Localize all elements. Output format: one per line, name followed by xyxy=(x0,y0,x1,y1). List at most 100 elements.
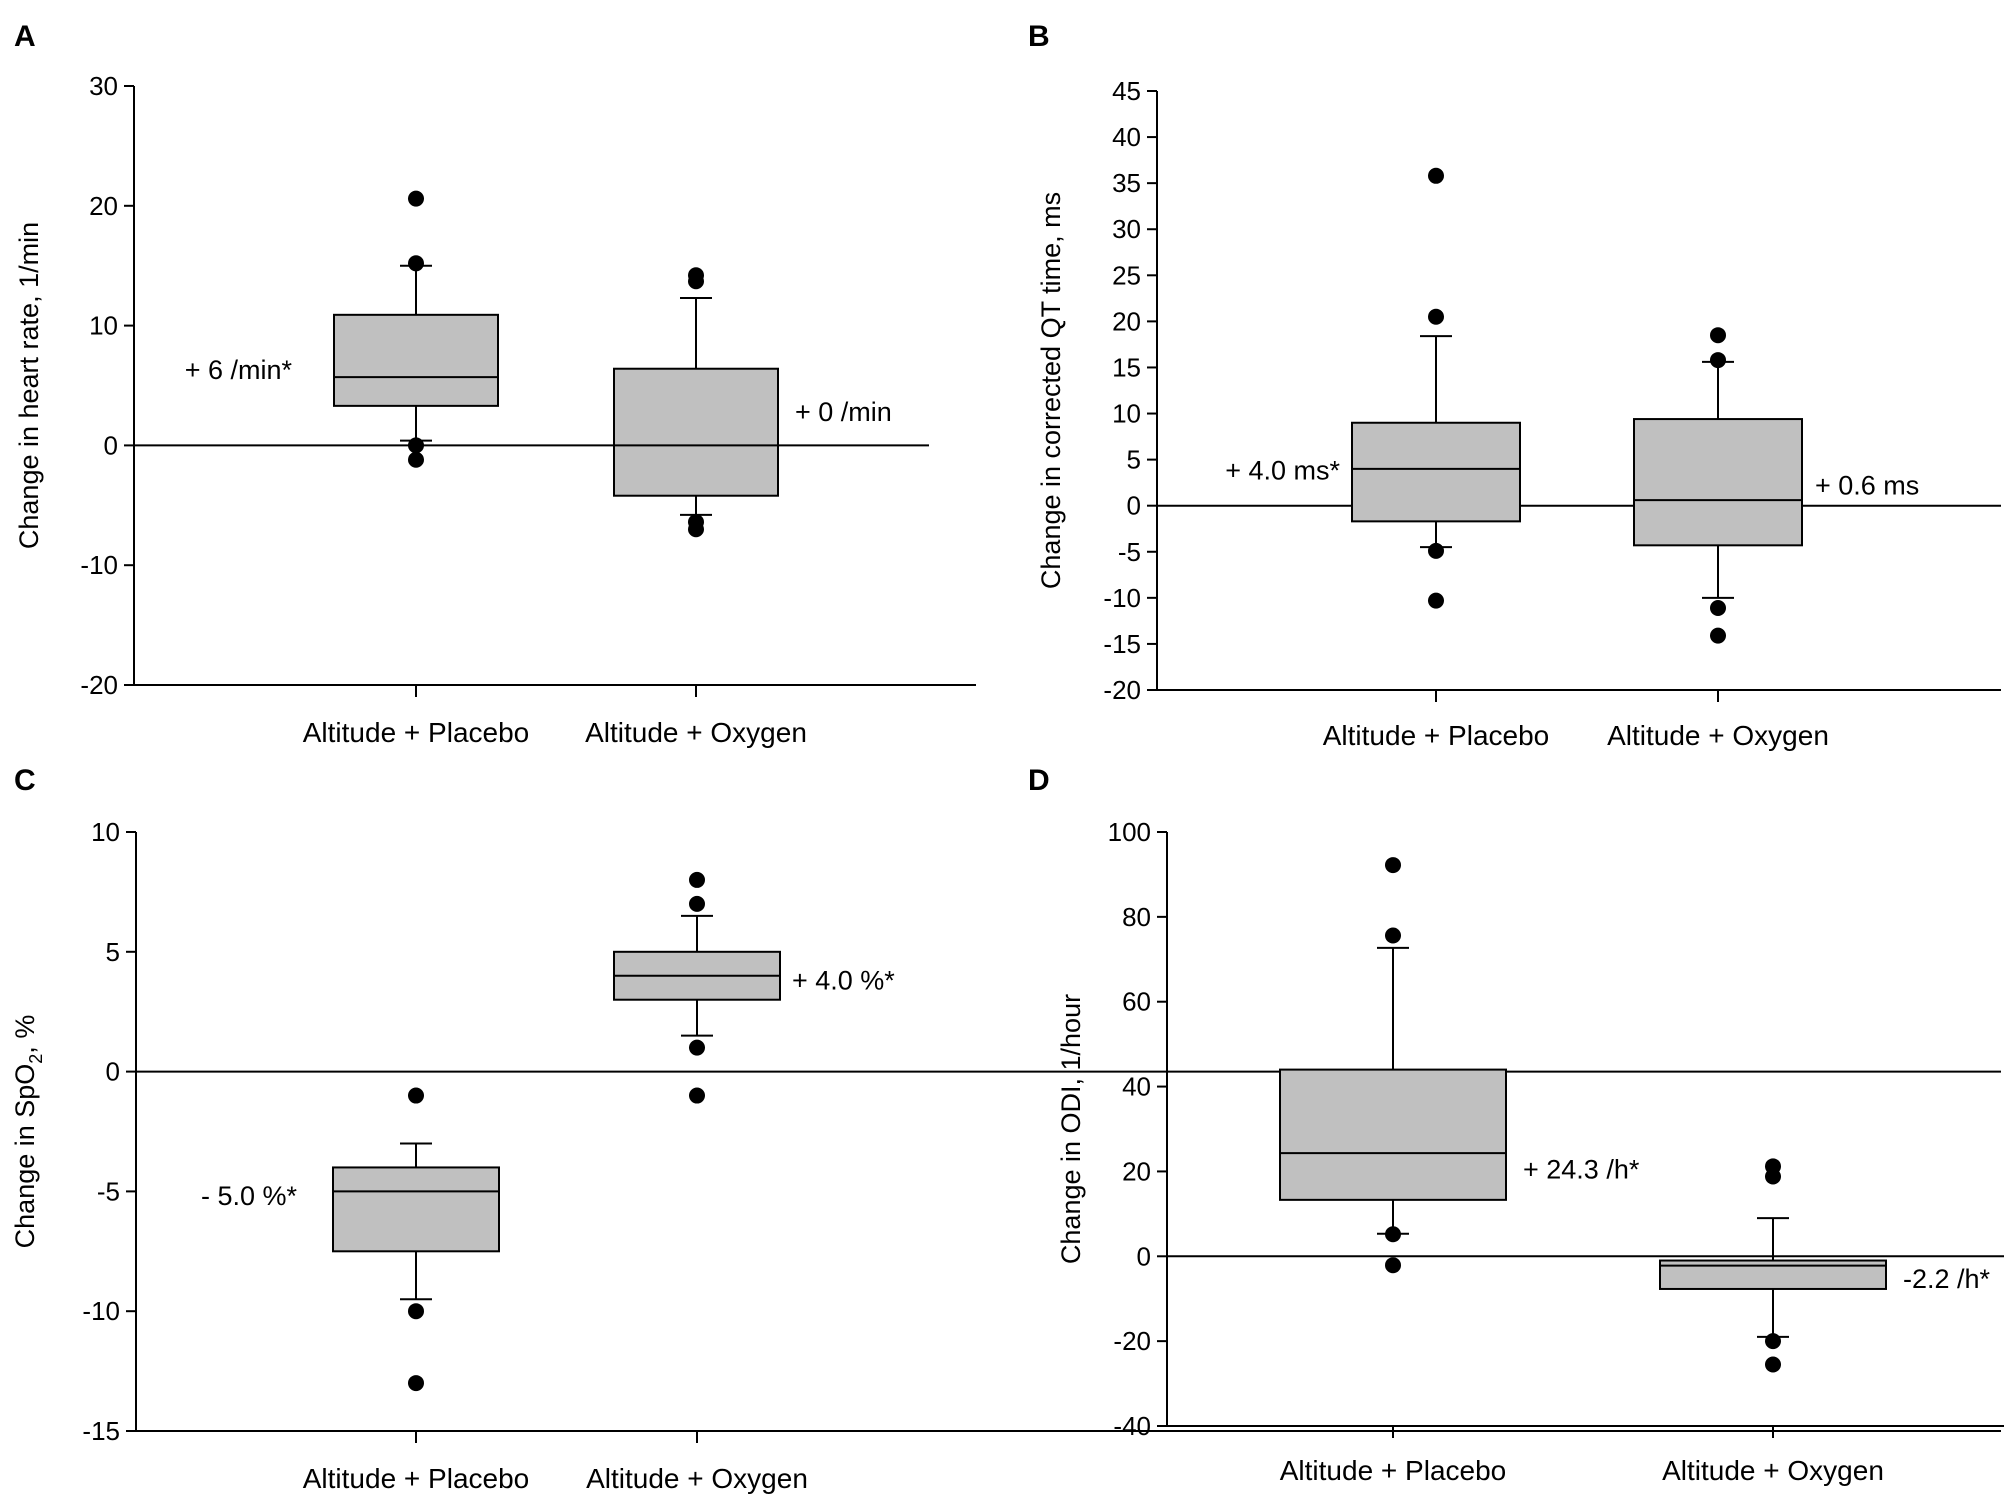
outlier-point xyxy=(1710,599,1726,616)
outlier-point xyxy=(1765,1168,1781,1185)
box-placebo: Altitude + Placebo + 4.0 ms* xyxy=(1225,167,1550,751)
y-tick-label: 40 xyxy=(1122,1072,1151,1102)
y-tick-label: 60 xyxy=(1122,987,1151,1017)
outlier-point xyxy=(1385,1257,1401,1274)
median-annotation: + 4.0 ms* xyxy=(1225,456,1340,486)
box-oxygen: Altitude + Oxygen + 0.6 ms xyxy=(1607,327,1919,751)
median-annotation: - 5.0 %* xyxy=(201,1181,298,1211)
y-tick-label: -20 xyxy=(1103,675,1141,705)
outlier-point xyxy=(408,437,424,454)
y-tick-label: -10 xyxy=(80,550,118,580)
y-axis-label: Change in ODI, 1/hour xyxy=(1056,994,1086,1264)
y-tick-label: -5 xyxy=(1118,537,1141,567)
box-iqr xyxy=(333,313,499,407)
box-iqr xyxy=(1351,421,1521,523)
panel-a: A -20 -10 0 10 20 30 Change in heart rate, 1/mi… xyxy=(14,20,976,748)
median-annotation: + 0 /min xyxy=(795,397,892,427)
x-category-label: Altitude + Placebo xyxy=(1280,1455,1507,1486)
y-tick-label: 30 xyxy=(1112,214,1141,244)
outlier-point xyxy=(1385,1226,1401,1243)
panel-letter: A xyxy=(14,20,36,53)
y-tick-label: 20 xyxy=(1112,306,1141,336)
outlier-point xyxy=(1428,592,1444,609)
y-tick-label: 40 xyxy=(1112,122,1141,152)
y-tick-label: 0 xyxy=(104,430,118,460)
median-annotation: -2.2 /h* xyxy=(1903,1264,1991,1294)
y-tick-label: 15 xyxy=(1112,352,1141,382)
panel-c: C -15 -10 -5 0 5 10 Change in SpO2, % Altitude +… xyxy=(10,764,2001,1494)
y-axis-label: Change in heart rate, 1/min xyxy=(14,222,44,549)
box-iqr xyxy=(1279,1068,1507,1201)
panel-letter: B xyxy=(1028,20,1050,53)
median-annotation: + 0.6 ms xyxy=(1815,470,1919,500)
y-tick-label: 20 xyxy=(1122,1156,1151,1186)
outlier-point xyxy=(408,451,424,468)
outlier-point xyxy=(689,871,705,888)
x-category-label: Altitude + Placebo xyxy=(303,717,530,748)
panel-b: B -20 -15 -10 -5 0 5 10 15 20 25 30 35 40 45 Change in … xyxy=(1028,20,2001,751)
y-tick-label: 25 xyxy=(1112,260,1141,290)
outlier-point xyxy=(689,895,705,912)
outlier-point xyxy=(1765,1333,1781,1350)
y-tick-label: 0 xyxy=(106,1057,120,1087)
outlier-point xyxy=(408,1375,424,1392)
y-tick-label: 35 xyxy=(1112,168,1141,198)
box-iqr xyxy=(613,367,779,497)
y-axis-label: Change in corrected QT time, ms xyxy=(1036,192,1066,589)
outlier-point xyxy=(408,190,424,207)
outlier-point xyxy=(1428,542,1444,559)
y-tick-label: -5 xyxy=(97,1176,120,1206)
y-tick-label: -10 xyxy=(82,1296,120,1326)
x-category-label: Altitude + Oxygen xyxy=(585,717,807,748)
y-tick-label: -20 xyxy=(80,670,118,700)
median-annotation: + 4.0 %* xyxy=(792,966,895,996)
outlier-point xyxy=(408,1087,424,1104)
y-tick-label: -15 xyxy=(82,1416,120,1446)
panel-letter: D xyxy=(1028,764,1050,797)
y-tick-label: 5 xyxy=(106,937,120,967)
y-tick-label: 10 xyxy=(1112,399,1141,429)
y-tick-label: -15 xyxy=(1103,629,1141,659)
y-tick-label: 30 xyxy=(89,71,118,101)
outlier-point xyxy=(1710,352,1726,369)
y-tick-label: 100 xyxy=(1108,817,1151,847)
y-tick-label: 10 xyxy=(91,817,120,847)
y-tick-label: -20 xyxy=(1113,1326,1151,1356)
outlier-point xyxy=(688,273,704,290)
y-tick-label: 45 xyxy=(1112,76,1141,106)
outlier-point xyxy=(408,1303,424,1320)
median-annotation: + 6 /min* xyxy=(185,355,293,385)
x-category-label: Altitude + Oxygen xyxy=(1607,720,1829,751)
x-category-label: Altitude + Placebo xyxy=(1323,720,1550,751)
y-axis-label: Change in SpO2, % xyxy=(10,1015,46,1249)
x-category-label: Altitude + Oxygen xyxy=(586,1463,808,1494)
panel-letter: C xyxy=(14,764,36,797)
outlier-point xyxy=(689,1039,705,1056)
outlier-point xyxy=(688,521,704,538)
y-tick-label: -10 xyxy=(1103,583,1141,613)
outlier-point xyxy=(1385,927,1401,944)
y-tick-label: 0 xyxy=(1137,1241,1151,1271)
median-annotation: + 24.3 /h* xyxy=(1523,1154,1640,1184)
outlier-point xyxy=(1428,167,1444,184)
box-placebo: Altitude + Placebo + 24.3 /h* xyxy=(1279,857,1640,1486)
x-category-label: Altitude + Placebo xyxy=(303,1463,530,1494)
y-tick-label: 20 xyxy=(89,191,118,221)
box-placebo: Altitude + Placebo - 5.0 %* xyxy=(201,1087,530,1494)
box-placebo: Altitude + Placebo + 6 /min* xyxy=(185,190,530,748)
box-iqr xyxy=(332,1166,500,1253)
y-tick-label: 0 xyxy=(1127,491,1141,521)
outlier-point xyxy=(1385,857,1401,874)
panel-d: D -40 -20 0 20 40 60 80 100 Change in ODI, 1/hour… xyxy=(1028,764,2004,1486)
outlier-point xyxy=(689,1087,705,1104)
box-iqr xyxy=(1633,418,1803,547)
outlier-point xyxy=(1710,327,1726,344)
y-tick-label: 10 xyxy=(89,311,118,341)
outlier-point xyxy=(1710,627,1726,644)
y-tick-label: 80 xyxy=(1122,902,1151,932)
outlier-point xyxy=(408,255,424,272)
outlier-point xyxy=(1428,308,1444,325)
y-tick-label: 5 xyxy=(1127,445,1141,475)
outlier-point xyxy=(1765,1356,1781,1373)
